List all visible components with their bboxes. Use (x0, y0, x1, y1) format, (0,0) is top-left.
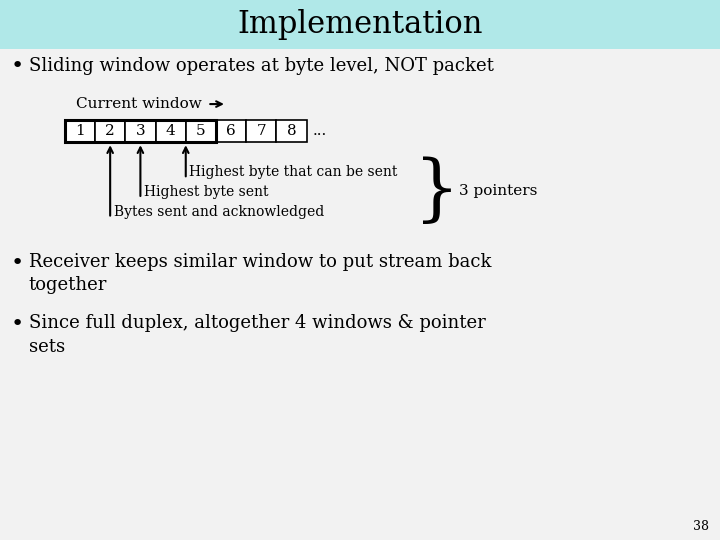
Text: 4: 4 (166, 124, 176, 138)
Bar (216, 120, 246, 143)
Text: 6: 6 (226, 124, 236, 138)
Text: }: } (414, 156, 460, 227)
Text: ...: ... (312, 124, 327, 138)
Bar (186, 120, 216, 143)
Bar (0, 0, 720, 49)
Text: 8: 8 (287, 124, 297, 138)
Text: Since full duplex, altogether 4 windows & pointer
sets: Since full duplex, altogether 4 windows … (29, 314, 485, 356)
Text: Implementation: Implementation (238, 9, 482, 40)
Bar (246, 120, 276, 143)
Text: 5: 5 (196, 124, 206, 138)
Text: •: • (11, 314, 24, 334)
Bar (125, 120, 156, 143)
Bar (156, 120, 186, 143)
Text: 1: 1 (75, 124, 85, 138)
Text: 7: 7 (256, 124, 266, 138)
Bar (65, 120, 216, 143)
Text: 3: 3 (135, 124, 145, 138)
Text: 2: 2 (105, 124, 115, 138)
Text: Current window: Current window (76, 97, 202, 111)
Text: Bytes sent and acknowledged: Bytes sent and acknowledged (114, 205, 324, 219)
Text: Receiver keeps similar window to put stream back
together: Receiver keeps similar window to put str… (29, 253, 491, 294)
Bar (276, 120, 307, 143)
Bar (95, 120, 125, 143)
Text: Highest byte that can be sent: Highest byte that can be sent (189, 165, 397, 179)
Bar (65, 120, 95, 143)
Text: Sliding window operates at byte level, NOT packet: Sliding window operates at byte level, N… (29, 57, 494, 75)
Text: •: • (11, 253, 24, 273)
Text: •: • (11, 56, 24, 76)
Text: 38: 38 (693, 519, 709, 532)
Text: 3 pointers: 3 pointers (459, 185, 537, 199)
Text: Highest byte sent: Highest byte sent (144, 185, 269, 199)
